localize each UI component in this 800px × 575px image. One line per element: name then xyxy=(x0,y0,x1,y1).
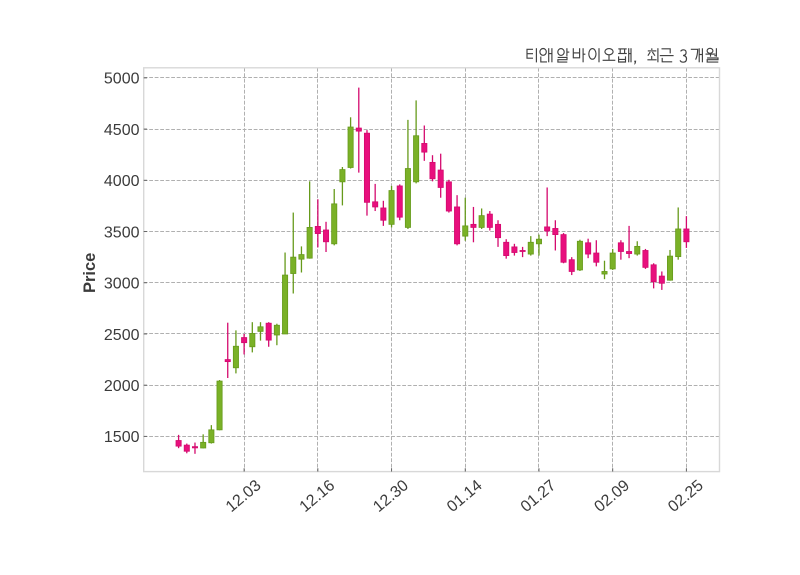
svg-text:2000: 2000 xyxy=(104,378,140,395)
svg-text:3500: 3500 xyxy=(104,224,140,241)
svg-text:4000: 4000 xyxy=(104,173,140,190)
svg-text:1500: 1500 xyxy=(104,429,140,446)
svg-text:3000: 3000 xyxy=(104,276,140,293)
svg-text:5000: 5000 xyxy=(104,71,140,88)
svg-text:2500: 2500 xyxy=(104,327,140,344)
svg-text:Price: Price xyxy=(81,253,99,293)
svg-text:4500: 4500 xyxy=(104,122,140,139)
